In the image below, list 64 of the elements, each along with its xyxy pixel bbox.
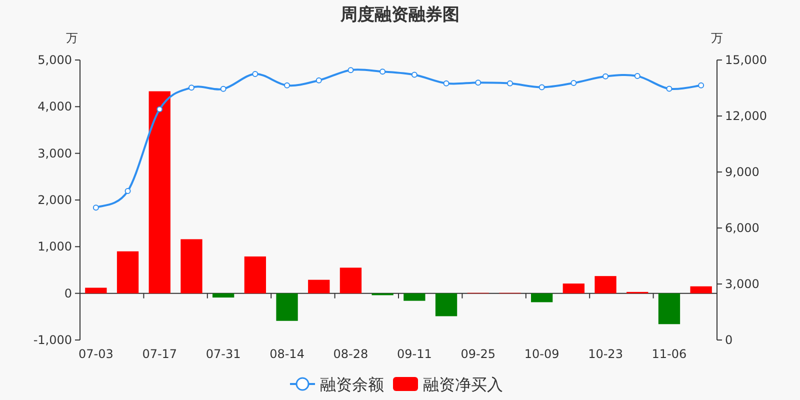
bar	[658, 293, 680, 324]
y2-tick-label: 9,000	[725, 165, 760, 179]
point	[316, 77, 322, 84]
bar	[340, 268, 362, 294]
bar	[116, 251, 139, 294]
bar	[212, 293, 234, 298]
x-tick-label: 07-31	[206, 347, 241, 361]
x-tick-label: 10-09	[524, 347, 560, 361]
x-tick-label: 07-03	[78, 347, 114, 361]
point	[124, 188, 131, 194]
legend-label: 融资净买入	[423, 375, 503, 394]
point	[506, 80, 513, 86]
point	[570, 80, 577, 86]
point	[252, 71, 258, 77]
bar	[435, 293, 458, 316]
point	[634, 73, 640, 80]
bar	[148, 91, 170, 294]
x-tick-label: 08-14	[270, 347, 304, 361]
point	[156, 106, 163, 112]
bar	[404, 293, 426, 301]
y-axis-title: 万	[66, 31, 78, 45]
bar	[276, 293, 298, 321]
point	[443, 80, 450, 86]
bar	[690, 286, 712, 294]
bar	[562, 284, 585, 294]
y2-tick-label: 0	[725, 333, 733, 347]
y-tick-label: 4,000	[38, 100, 72, 114]
x-tick-label: 07-17	[142, 347, 178, 361]
bar	[85, 288, 107, 294]
point	[698, 82, 704, 88]
point	[475, 80, 482, 86]
point	[411, 72, 418, 78]
y-tick-label: 1,000	[38, 240, 72, 254]
point	[602, 73, 609, 80]
point	[284, 82, 290, 88]
y2-tick-label: 3,000	[725, 277, 760, 291]
y2-tick-label: 6,000	[725, 221, 760, 235]
x-tick-label: 09-25	[460, 347, 496, 361]
point	[220, 86, 226, 92]
y-tick-label: 5,000	[38, 53, 72, 67]
point	[666, 86, 672, 92]
bar	[244, 256, 266, 294]
bar	[594, 276, 616, 294]
chart-title: 周度融资融券图	[340, 5, 460, 25]
y-tick-label: 0	[64, 286, 72, 300]
point	[380, 68, 386, 75]
x-tick-label: 08-28	[333, 347, 368, 361]
point	[92, 204, 99, 211]
bar	[180, 239, 202, 294]
y-tick-label: 2,000	[38, 193, 72, 207]
y2-tick-label: 15,000	[725, 53, 767, 67]
x-tick-label: 10-23	[588, 347, 623, 361]
y-tick-label: 3,000	[38, 146, 72, 160]
bar	[308, 280, 330, 294]
x-tick-label: 09-11	[396, 347, 432, 361]
point	[348, 67, 354, 74]
x-tick-label: 11-06	[652, 347, 687, 361]
bar	[530, 293, 553, 302]
y-tick-label: -1,000	[33, 333, 72, 347]
point	[188, 84, 194, 91]
legend-label: 融资余额	[320, 375, 384, 394]
y2-axis-title: 万	[711, 31, 723, 45]
point	[538, 84, 545, 90]
y2-tick-label: 12,000	[725, 109, 767, 123]
